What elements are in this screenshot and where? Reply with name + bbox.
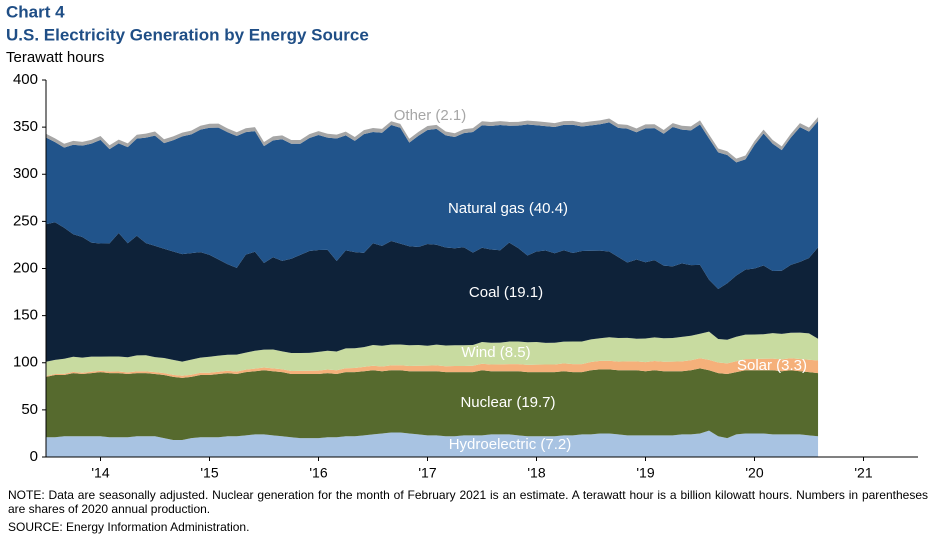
series-label: Hydroelectric (7.2) (449, 436, 572, 453)
area (46, 430, 819, 457)
y-tick-label: 350 (13, 118, 38, 135)
x-tick-label: '15 (200, 465, 218, 481)
x-tick-label: '17 (418, 465, 436, 481)
y-axis-label: Terawatt hours (6, 49, 104, 66)
area (46, 117, 819, 163)
chart: Chart 4 U.S. Electricity Generation by E… (6, 2, 918, 481)
series-label: Other (2.1) (394, 107, 467, 124)
y-tick-label: 0 (30, 448, 38, 465)
series-label: Natural gas (40.4) (448, 200, 568, 217)
y-tick-label: 100 (13, 354, 38, 371)
y-tick-label: 200 (13, 259, 38, 276)
y-tick-label: 150 (13, 307, 38, 324)
area (46, 331, 819, 376)
y-tick-label: 400 (13, 71, 38, 88)
area (46, 368, 819, 441)
notes: NOTE: Data are seasonally adjusted. Nucl… (8, 488, 928, 534)
x-tick-label: '14 (91, 465, 109, 481)
x-tick-label: '20 (745, 465, 763, 481)
series-label: Solar (3.3) (737, 357, 807, 374)
series-label: Coal (19.1) (469, 284, 543, 301)
series-label: Nuclear (19.7) (460, 394, 555, 411)
x-tick-label: '18 (527, 465, 545, 481)
area (46, 358, 819, 378)
area (46, 222, 819, 362)
chart-label: Chart 4 (6, 2, 65, 21)
source: SOURCE: Energy Information Administratio… (8, 520, 250, 534)
series-label: Wind (8.5) (461, 344, 530, 361)
y-tick-label: 300 (13, 165, 38, 182)
y-tick-label: 250 (13, 212, 38, 229)
chart-title: U.S. Electricity Generation by Energy So… (6, 25, 369, 44)
x-tick-label: '19 (636, 465, 654, 481)
x-tick-label: '21 (854, 465, 872, 481)
note: NOTE: Data are seasonally adjusted. Nucl… (8, 488, 928, 516)
area (46, 121, 819, 290)
y-tick-label: 50 (21, 401, 38, 418)
x-tick-label: '16 (309, 465, 327, 481)
